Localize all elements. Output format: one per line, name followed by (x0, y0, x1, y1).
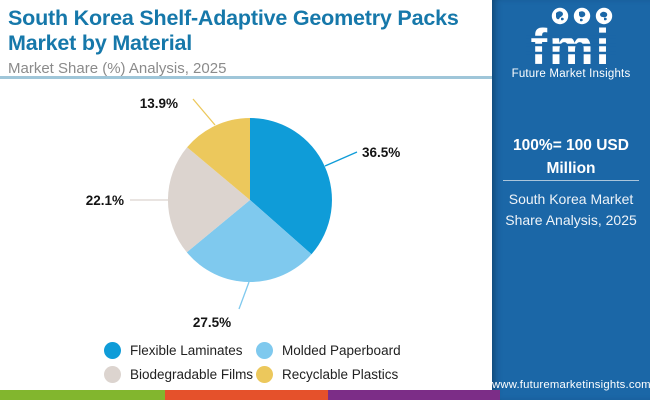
header-underline (0, 76, 492, 79)
page-title: South Korea Shelf-Adaptive Geometry Pack… (8, 6, 459, 55)
pie-value-label: 27.5% (193, 315, 231, 330)
leader-line (192, 98, 216, 126)
legend-swatch (104, 366, 121, 383)
footer-bar (0, 390, 500, 400)
page-subtitle: Market Share (%) Analysis, 2025 (8, 60, 227, 77)
pie-slice-molded-paperboard (186, 200, 312, 283)
pie-slice-recyclable-plastics (187, 117, 250, 200)
sidebar-caption: South Korea Market Share Analysis, 2025 (505, 191, 637, 228)
globe-icon (573, 7, 591, 25)
sidebar-divider (503, 180, 639, 181)
legend-label: Flexible Laminates (130, 343, 243, 358)
pie-slice-biodegradable-films (167, 147, 250, 253)
legend-swatch (104, 342, 121, 359)
footer-stripe-orange (165, 390, 328, 400)
legend-item-recyclable-plastics: Recyclable Plastics (256, 366, 401, 383)
footer-stripe-purple (328, 390, 500, 400)
pie-value-label: 13.9% (140, 96, 178, 111)
legend-label: Molded Paperboard (282, 343, 401, 358)
leader-line (324, 151, 358, 167)
unit-note: 100%= 100 USD Million (513, 137, 629, 177)
website-link[interactable]: www.futuremarketinsights.com (492, 379, 650, 391)
pie-value-label: 22.1% (86, 193, 124, 208)
pie-chart: 36.5% 27.5% 22.1% 13.9% (86, 96, 401, 330)
logo-caption: Future Market Insights (511, 68, 631, 80)
legend-item-molded-paperboard: Molded Paperboard (256, 342, 401, 359)
header: South Korea Shelf-Adaptive Geometry Pack… (8, 6, 482, 77)
legend-swatch (256, 342, 273, 359)
sidebar: fmi Future Market Insights 100%= 100 USD… (492, 0, 650, 400)
globe-icon (551, 7, 569, 25)
globe-icon (595, 7, 613, 25)
legend-swatch (256, 366, 273, 383)
legend-label: Recyclable Plastics (282, 367, 399, 382)
legend-label: Biodegradable Films (130, 367, 254, 382)
legend-item-flexible-laminates: Flexible Laminates (104, 342, 256, 359)
fmi-logo: fmi (526, 7, 616, 67)
pie-value-label: 36.5% (362, 145, 400, 160)
footer-stripe-green (0, 390, 165, 400)
logo-stripes (526, 35, 616, 55)
leader-line (238, 281, 250, 310)
legend-item-biodegradable-films: Biodegradable Films (104, 366, 256, 383)
logo-text: fmi (531, 19, 612, 67)
chart-legend: Flexible Laminates Molded Paperboard Biode… (104, 342, 401, 383)
pie-slice-flexible-laminates (250, 118, 332, 255)
